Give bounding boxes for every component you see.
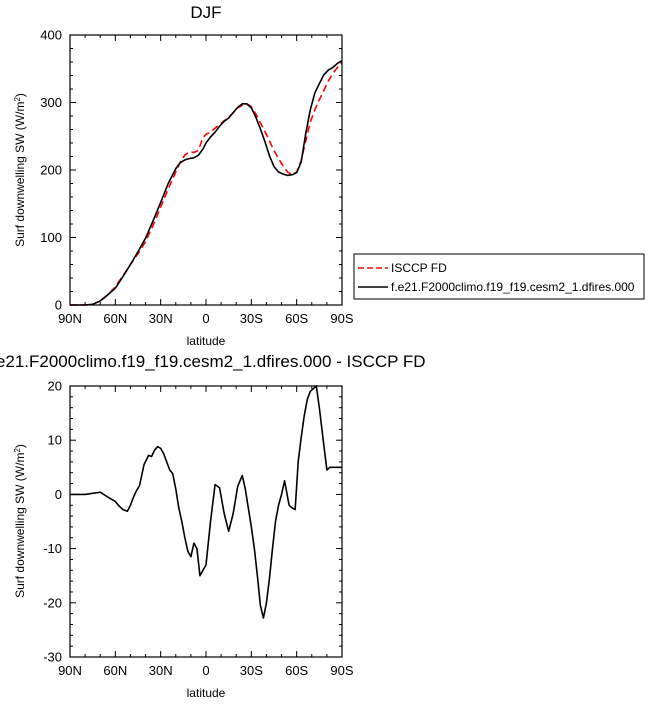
axis-ticks [69,34,343,306]
chart-panel-climatology: DJF 90N 60N 30N 0 30S 60S 90S 0 100 200 300 400 la… [13,3,645,348]
axis-ticks [69,385,343,658]
x-tick-label: 60S [285,311,308,326]
x-tick-label: 0 [202,663,209,678]
y-tick-label: -10 [43,541,62,556]
x-axis-label: latitude [187,686,226,700]
legend: ISCCP FD f.e21.F2000climo.f19_f19.cesm2_… [353,253,645,300]
y-tick-labels: 0 100 200 300 400 [40,28,62,313]
x-tick-label: 60N [103,311,127,326]
plot-frame [69,34,343,306]
y-tick-label: 10 [48,433,62,448]
y-axis-label: Surf downwelling SW (W/m2) [13,93,27,247]
y-tick-label: 0 [55,298,62,313]
y-tick-label: -20 [43,595,62,610]
x-tick-label: 0 [202,311,209,326]
legend-box [353,253,645,300]
y-tick-label: 200 [40,163,62,178]
series-line-isccp [70,61,343,306]
y-tick-label: 400 [40,28,62,43]
series-line-model [70,59,343,306]
x-tick-label: 90N [58,663,82,678]
y-tick-label: 100 [40,230,62,245]
x-tick-label: 30N [149,311,173,326]
x-tick-label: 60N [103,663,127,678]
plot-frame [69,385,343,658]
y-tick-label: -30 [43,650,62,665]
chart-panel-difference: f.e21.F2000climo.f19_f19.cesm2_1.dfires.… [0,352,426,700]
x-tick-label: 90N [58,311,82,326]
series-line-difference [70,385,342,619]
x-tick-label: 90S [330,663,353,678]
chart-title: DJF [190,3,221,22]
y-axis-label: Surf downwelling SW (W/m2) [13,444,27,598]
x-tick-labels: 90N 60N 30N 0 30S 60S 90S [58,311,354,326]
x-tick-label: 30N [149,663,173,678]
legend-label-model: f.e21.F2000climo.f19_f19.cesm2_1.dfires.… [391,280,635,294]
x-tick-labels: 90N 60N 30N 0 30S 60S 90S [58,663,354,678]
x-axis-label: latitude [187,334,226,348]
x-tick-label: 90S [330,311,353,326]
y-tick-label: 0 [55,487,62,502]
x-tick-label: 30S [240,663,263,678]
legend-label-isccp: ISCCP FD [391,261,447,275]
y-tick-label: 300 [40,95,62,110]
y-tick-label: 20 [48,379,62,394]
y-tick-labels: -30 -20 -10 0 10 20 [43,379,62,665]
chart-title: f.e21.F2000climo.f19_f19.cesm2_1.dfires.… [0,352,426,371]
x-tick-label: 60S [285,663,308,678]
series-layer [70,385,342,619]
series-layer [70,59,343,306]
x-tick-label: 30S [240,311,263,326]
